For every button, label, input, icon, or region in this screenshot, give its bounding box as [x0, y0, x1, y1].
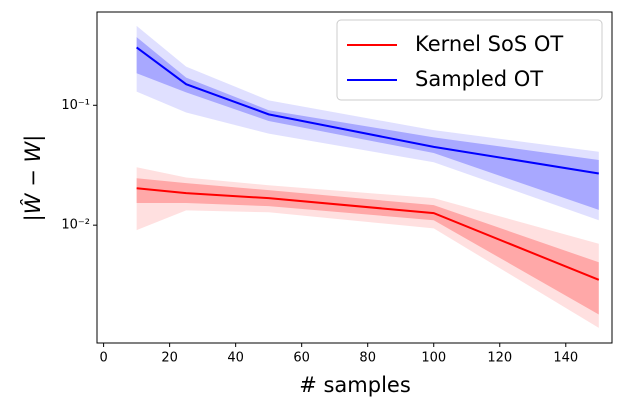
- error-band: [136, 167, 599, 328]
- y-axis-label: |Ŵ − W|: [20, 135, 46, 222]
- legend-box: [336, 19, 603, 101]
- line: [136, 46, 599, 175]
- legend-label: Sampled OT: [415, 67, 543, 91]
- line: [136, 187, 600, 281]
- x-tick-label: 120: [487, 351, 512, 366]
- error-band: [136, 25, 599, 221]
- error-band: [136, 37, 599, 210]
- plot-frame: [96, 11, 613, 344]
- legend-label: Kernel SoS OT: [415, 32, 563, 56]
- x-tick-label: 40: [227, 351, 244, 366]
- x-tick-label: 60: [293, 351, 310, 366]
- y-tick-label: 10⁻¹: [61, 98, 90, 113]
- x-tick-label: 80: [359, 351, 376, 366]
- x-tick-label: 20: [161, 351, 178, 366]
- x-tick-label: 100: [421, 351, 446, 366]
- y-tick-label: 10⁻²: [61, 218, 90, 233]
- x-tick-label: 140: [553, 351, 578, 366]
- x-tick-label: 0: [99, 351, 107, 366]
- x-axis-label: # samples: [299, 373, 411, 397]
